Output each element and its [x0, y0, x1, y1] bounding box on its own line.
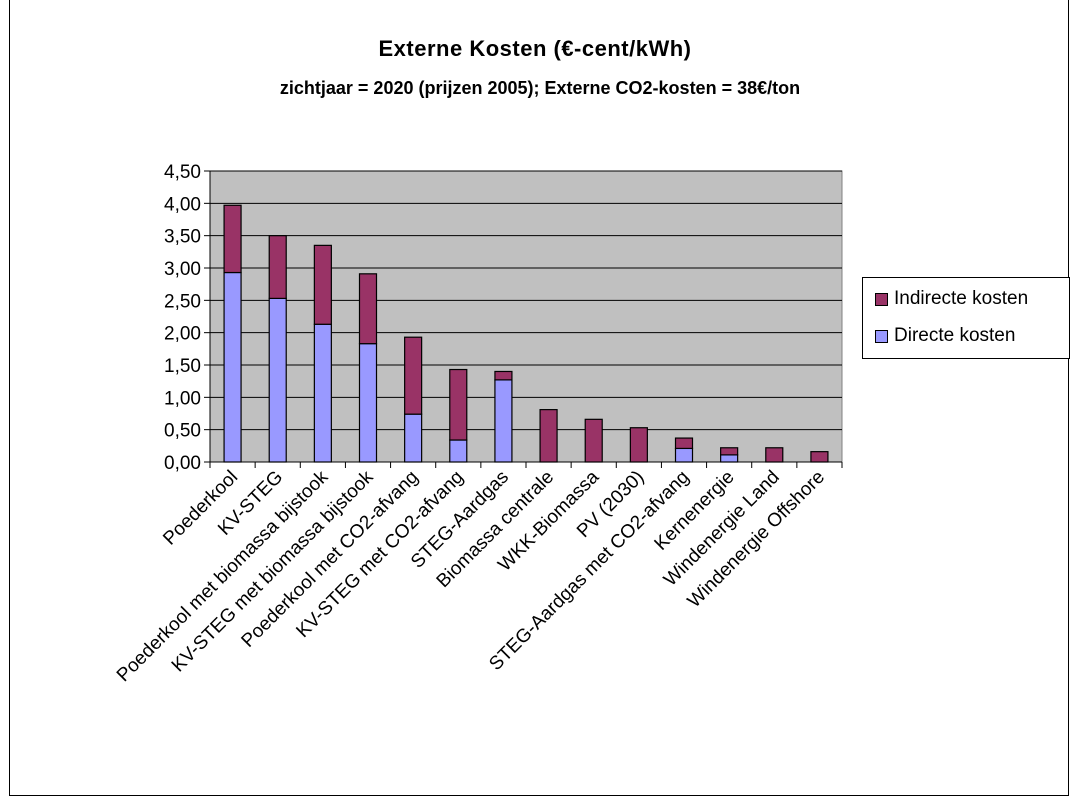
- bar-indirecte-8: [585, 419, 602, 462]
- bar-indirecte-6: [495, 371, 512, 379]
- y-tick-label: 1,50: [164, 356, 201, 377]
- bar-indirecte-11: [721, 448, 738, 455]
- bar-indirecte-12: [766, 448, 783, 462]
- bar-directe-3: [360, 344, 377, 462]
- bar-indirecte-2: [314, 245, 331, 324]
- bar-directe-4: [405, 414, 422, 462]
- bar-directe-10: [676, 448, 693, 462]
- legend-label-directe-kosten: Directe kosten: [894, 325, 1015, 347]
- bar-directe-2: [314, 324, 331, 462]
- legend-swatch-indirecte-kosten: [875, 293, 888, 306]
- y-tick-label: 1,00: [164, 388, 201, 409]
- y-tick-label: 0,00: [164, 453, 201, 474]
- bar-directe-1: [269, 298, 286, 462]
- y-tick-label: 3,50: [164, 227, 201, 248]
- legend-label-indirecte-kosten: Indirecte kosten: [894, 288, 1028, 310]
- y-tick-label: 4,00: [164, 194, 201, 215]
- bar-indirecte-13: [811, 452, 828, 462]
- plot-area: [210, 171, 842, 462]
- bar-indirecte-5: [450, 370, 467, 440]
- bar-indirecte-7: [540, 410, 557, 462]
- chart-legend: Indirecte kosten Directe kosten: [862, 277, 1070, 359]
- bar-indirecte-4: [405, 337, 422, 414]
- y-tick-label: 2,00: [164, 324, 201, 345]
- bar-directe-6: [495, 380, 512, 462]
- y-tick-label: 2,50: [164, 291, 201, 312]
- bar-directe-5: [450, 440, 467, 462]
- bar-indirecte-9: [630, 428, 647, 462]
- bar-directe-11: [721, 455, 738, 462]
- y-tick-label: 3,00: [164, 259, 201, 280]
- bar-indirecte-10: [676, 438, 693, 448]
- bar-indirecte-3: [360, 274, 377, 344]
- bar-indirecte-0: [224, 205, 241, 272]
- legend-swatch-directe-kosten: [875, 330, 888, 343]
- legend-item-directe-kosten: Directe kosten: [875, 325, 1015, 347]
- bar-directe-0: [224, 273, 241, 462]
- legend-item-indirecte-kosten: Indirecte kosten: [875, 288, 1028, 310]
- y-tick-label: 4,50: [164, 162, 201, 183]
- y-tick-label: 0,50: [164, 421, 201, 442]
- bar-indirecte-1: [269, 236, 286, 299]
